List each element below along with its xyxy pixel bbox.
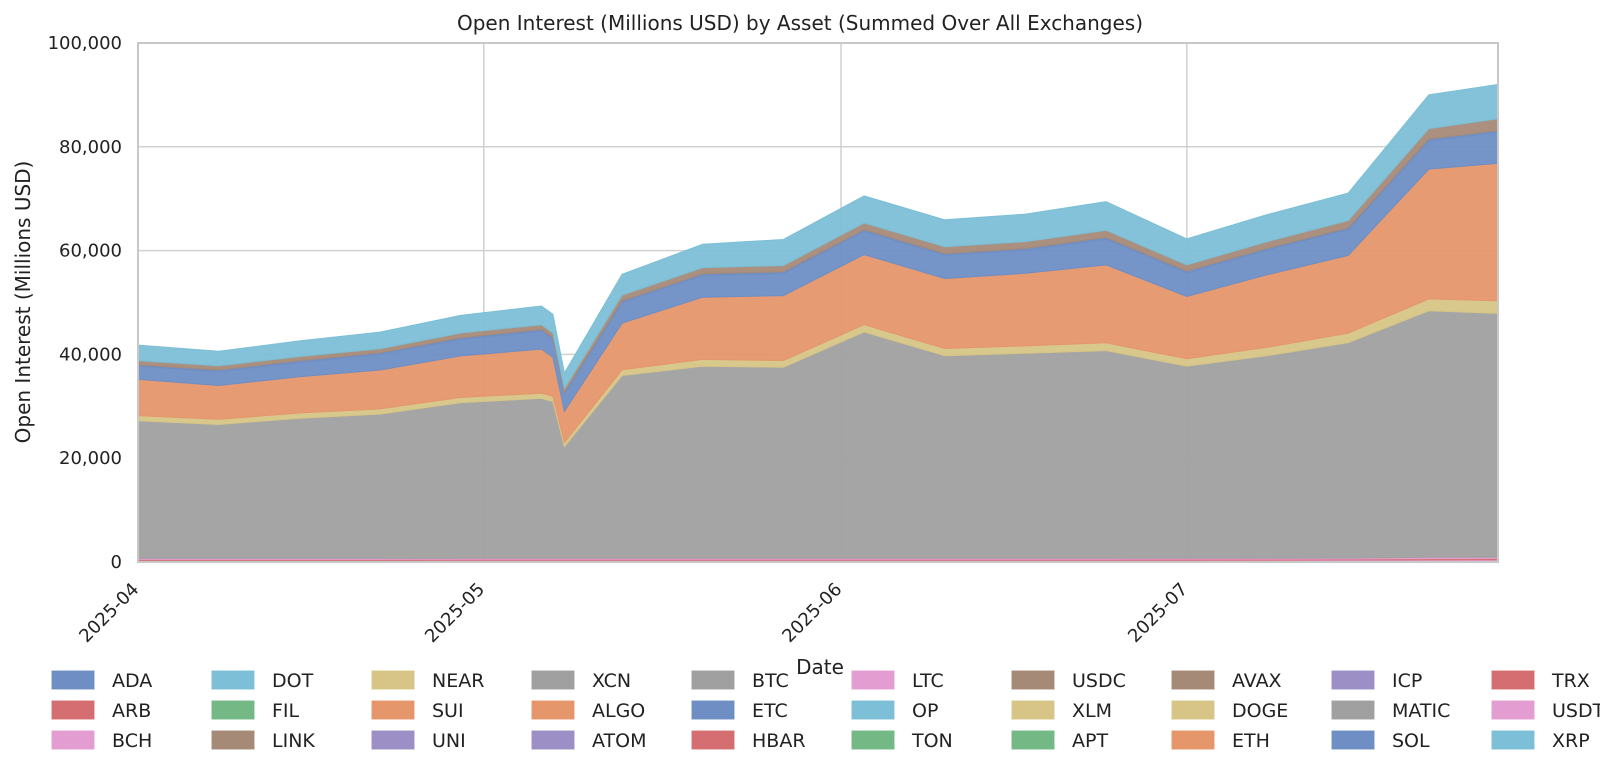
legend-label-trx: TRX bbox=[1551, 670, 1590, 692]
chart-title: Open Interest (Millions USD) by Asset (S… bbox=[457, 11, 1143, 35]
legend-swatch-bch bbox=[51, 730, 95, 750]
legend-label-near: NEAR bbox=[432, 670, 484, 692]
legend-swatch-dot bbox=[211, 670, 255, 690]
legend-swatch-xrp bbox=[1491, 730, 1535, 750]
legend-label-btc: BTC bbox=[752, 670, 789, 692]
legend-label-ltc: LTC bbox=[912, 670, 944, 692]
legend-swatch-fil bbox=[211, 700, 255, 720]
x-axis-ticks: 2025-04 2025-05 2025-06 2025-07 bbox=[75, 579, 1192, 647]
legend-swatch-avax bbox=[1171, 670, 1215, 690]
legend-swatch-ada bbox=[51, 670, 95, 690]
legend-swatch-arb bbox=[51, 700, 95, 720]
x-tick-label: 2025-05 bbox=[421, 579, 489, 647]
legend-swatch-apt bbox=[1011, 730, 1055, 750]
legend-swatch-ton bbox=[851, 730, 895, 750]
x-tick-label: 2025-06 bbox=[778, 579, 846, 647]
y-tick-label: 100,000 bbox=[48, 33, 122, 54]
legend-label-xcn: XCN bbox=[592, 670, 631, 692]
y-axis-label: Open Interest (Millions USD) bbox=[11, 161, 35, 444]
legend-label-xlm: XLM bbox=[1072, 700, 1112, 722]
legend-swatch-link bbox=[211, 730, 255, 750]
x-tick-label: 2025-07 bbox=[1124, 579, 1192, 647]
legend-swatch-hbar bbox=[691, 730, 735, 750]
legend-swatch-btc bbox=[691, 670, 735, 690]
legend-label-usdc: USDC bbox=[1072, 670, 1126, 692]
legend-swatch-sol bbox=[1331, 730, 1375, 750]
legend: ADA ARB BCH DOT FIL LINK NEAR SUI UNI XCN ALGO ATOM… bbox=[51, 670, 1600, 752]
legend-label-matic: MATIC bbox=[1392, 700, 1450, 722]
legend-label-icp: ICP bbox=[1392, 670, 1422, 692]
legend-swatch-atom bbox=[531, 730, 575, 750]
plot-frame bbox=[137, 42, 1499, 563]
legend-label-arb: ARB bbox=[112, 700, 151, 722]
y-tick-label: 80,000 bbox=[59, 137, 122, 158]
y-axis-ticks: 0 20,000 40,000 60,000 80,000 100,000 bbox=[48, 33, 122, 573]
legend-label-algo: ALGO bbox=[592, 700, 645, 722]
legend-swatch-eth bbox=[1171, 730, 1215, 750]
legend-swatch-xlm bbox=[1011, 700, 1055, 720]
x-axis-label: Date bbox=[796, 655, 844, 679]
legend-swatch-xcn bbox=[531, 670, 575, 690]
legend-swatch-usdc bbox=[1011, 670, 1055, 690]
y-tick-label: 60,000 bbox=[59, 241, 122, 262]
legend-label-doge: DOGE bbox=[1232, 700, 1288, 722]
legend-label-fil: FIL bbox=[272, 700, 300, 722]
legend-swatch-algo bbox=[531, 700, 575, 720]
legend-swatch-matic bbox=[1331, 700, 1375, 720]
legend-label-etc: ETC bbox=[752, 700, 788, 722]
legend-label-bch: BCH bbox=[112, 730, 152, 752]
y-tick-label: 0 bbox=[111, 552, 122, 573]
legend-swatch-trx bbox=[1491, 670, 1535, 690]
legend-label-ada: ADA bbox=[112, 670, 152, 692]
legend-label-uni: UNI bbox=[432, 730, 466, 752]
legend-swatch-doge bbox=[1171, 700, 1215, 720]
legend-swatch-usdt bbox=[1491, 700, 1535, 720]
legend-label-sui: SUI bbox=[432, 700, 464, 722]
legend-label-ton: TON bbox=[911, 730, 953, 752]
legend-label-dot: DOT bbox=[272, 670, 314, 692]
legend-label-avax: AVAX bbox=[1232, 670, 1282, 692]
legend-swatch-sui bbox=[371, 700, 415, 720]
legend-label-hbar: HBAR bbox=[752, 730, 806, 752]
y-tick-label: 40,000 bbox=[59, 344, 122, 365]
legend-label-eth: ETH bbox=[1232, 730, 1270, 752]
legend-swatch-op bbox=[851, 700, 895, 720]
x-tick-label: 2025-04 bbox=[75, 579, 143, 647]
legend-label-sol: SOL bbox=[1392, 730, 1430, 752]
legend-swatch-icp bbox=[1331, 670, 1375, 690]
legend-swatch-etc bbox=[691, 700, 735, 720]
legend-label-usdt: USDT bbox=[1552, 700, 1600, 722]
legend-label-xrp: XRP bbox=[1552, 730, 1590, 752]
legend-swatch-uni bbox=[371, 730, 415, 750]
legend-label-op: OP bbox=[912, 700, 938, 722]
legend-label-atom: ATOM bbox=[592, 730, 646, 752]
y-tick-label: 20,000 bbox=[59, 448, 122, 469]
series-areas bbox=[137, 83, 1499, 563]
legend-label-link: LINK bbox=[272, 730, 315, 752]
legend-label-apt: APT bbox=[1072, 730, 1108, 752]
legend-swatch-near bbox=[371, 670, 415, 690]
legend-swatch-ltc bbox=[851, 670, 895, 690]
